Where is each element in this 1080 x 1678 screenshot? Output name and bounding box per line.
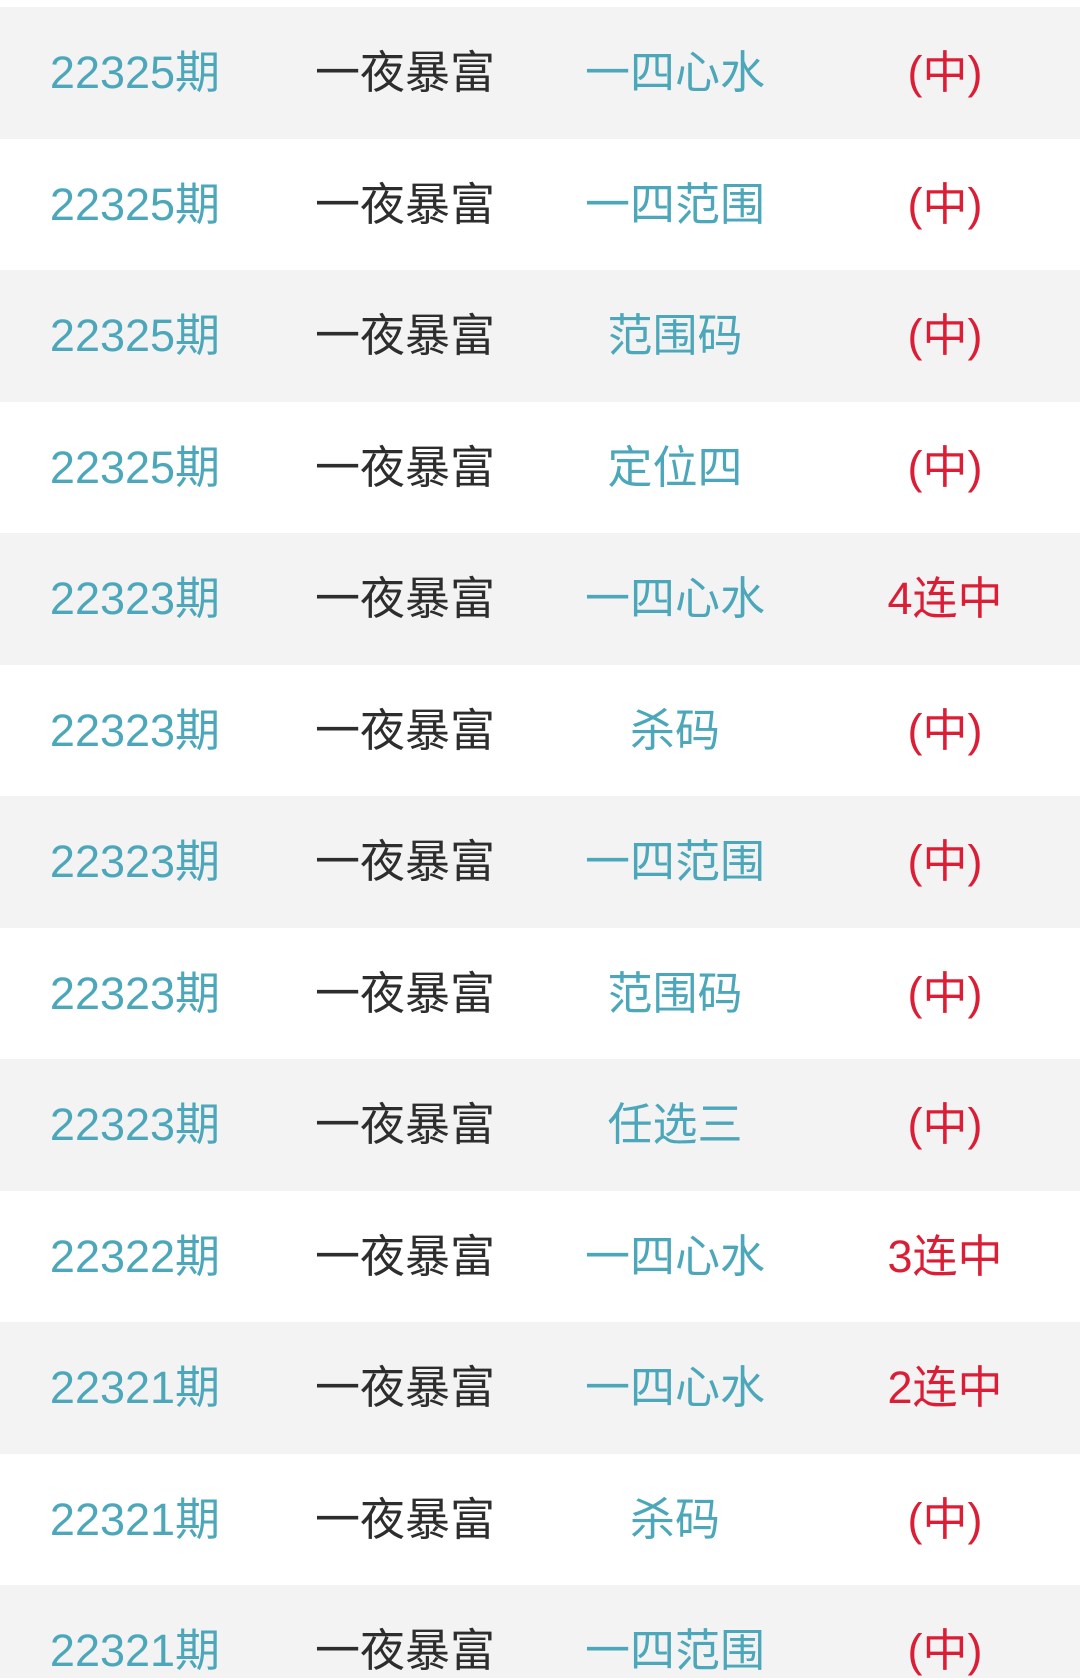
play-type-label: 一四心水 [584,1230,765,1282]
tipster-name: 一夜暴富 [314,1230,495,1282]
record-row[interactable]: 22321期 一夜暴富 杀码 (中) [0,1453,1080,1585]
period-label: 22321期 [49,1362,221,1414]
period-label: 22325期 [49,310,221,362]
record-row[interactable]: 22321期 一夜暴富 一四范围 (中) [0,1585,1080,1678]
tipster-name: 一夜暴富 [314,836,495,888]
record-row[interactable]: 22323期 一夜暴富 杀码 (中) [0,664,1080,796]
record-row[interactable]: 22323期 一夜暴富 范围码 (中) [0,927,1080,1059]
period-label: 22325期 [49,178,221,230]
period-label: 22323期 [49,1099,221,1151]
result-badge: (中) [907,178,983,230]
tipster-name: 一夜暴富 [314,47,495,99]
period-label: 22323期 [49,704,221,756]
period-label: 22323期 [49,836,221,888]
result-badge: (中) [907,704,983,756]
tipster-name: 一夜暴富 [314,1099,495,1151]
record-row[interactable]: 22325期 一夜暴富 一四范围 (中) [0,138,1080,270]
result-badge: (中) [907,1493,983,1545]
play-type-label: 任选三 [607,1099,743,1151]
play-type-label: 杀码 [629,704,720,756]
play-type-label: 一四心水 [584,47,765,99]
period-label: 22321期 [49,1625,221,1677]
record-row[interactable]: 22323期 一夜暴富 一四心水 4连中 [0,533,1080,665]
result-badge: 4连中 [887,573,1003,625]
result-badge: (中) [907,1625,983,1677]
tipster-name: 一夜暴富 [314,1625,495,1677]
record-row[interactable]: 22323期 一夜暴富 任选三 (中) [0,1059,1080,1191]
period-label: 22325期 [49,441,221,493]
result-badge: (中) [907,47,983,99]
play-type-label: 范围码 [607,967,743,1019]
tipster-name: 一夜暴富 [314,1493,495,1545]
play-type-label: 范围码 [607,310,743,362]
period-label: 22323期 [49,967,221,1019]
period-label: 22321期 [49,1493,221,1545]
record-row[interactable]: 22322期 一夜暴富 一四心水 3连中 [0,1190,1080,1322]
play-type-label: 杀码 [629,1493,720,1545]
play-type-label: 一四范围 [584,836,765,888]
period-label: 22322期 [49,1230,221,1282]
record-row[interactable]: 22323期 一夜暴富 一四范围 (中) [0,796,1080,928]
tipster-name: 一夜暴富 [314,704,495,756]
result-badge: 3连中 [887,1230,1003,1282]
play-type-label: 一四心水 [584,1362,765,1414]
result-badge: 2连中 [887,1362,1003,1414]
play-type-label: 定位四 [607,441,743,493]
play-type-label: 一四心水 [584,573,765,625]
result-badge: (中) [907,836,983,888]
tipster-name: 一夜暴富 [314,310,495,362]
tipster-name: 一夜暴富 [314,573,495,625]
tipster-name: 一夜暴富 [314,1362,495,1414]
period-label: 22325期 [49,47,221,99]
record-row[interactable]: 22325期 一夜暴富 一四心水 (中) [0,7,1080,139]
tipster-name: 一夜暴富 [314,441,495,493]
result-badge: (中) [907,441,983,493]
record-row[interactable]: 22321期 一夜暴富 一四心水 2连中 [0,1322,1080,1454]
play-type-label: 一四范围 [584,1625,765,1677]
result-badge: (中) [907,967,983,1019]
result-badge: (中) [907,1099,983,1151]
record-row[interactable]: 22325期 一夜暴富 范围码 (中) [0,270,1080,402]
tipster-name: 一夜暴富 [314,178,495,230]
tipster-name: 一夜暴富 [314,967,495,1019]
period-label: 22323期 [49,573,221,625]
result-badge: (中) [907,310,983,362]
record-row[interactable]: 22325期 一夜暴富 定位四 (中) [0,401,1080,533]
play-type-label: 一四范围 [584,178,765,230]
